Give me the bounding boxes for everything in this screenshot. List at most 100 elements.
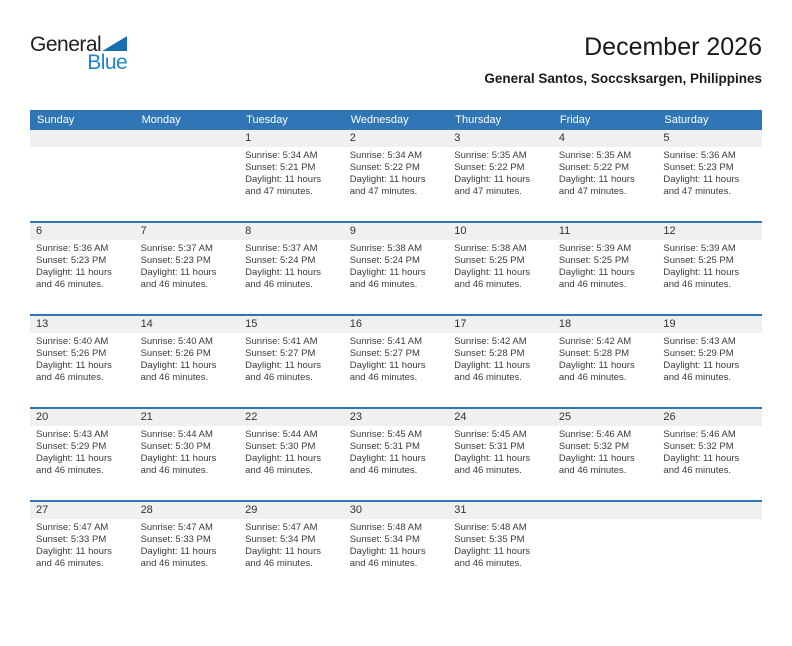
daylight-text: Daylight: 11 hours and 46 minutes.	[558, 359, 635, 383]
sunset-text: Sunset: 5:23 PM	[663, 161, 734, 173]
day-details: Sunrise: 5:47 AM Sunset: 5:34 PM Dayligh…	[239, 519, 344, 570]
sunrise-text: Sunrise: 5:47 AM	[36, 522, 109, 533]
day-number: 13	[30, 316, 135, 333]
daylight-text: Daylight: 11 hours and 46 minutes.	[454, 359, 531, 383]
daylight-text: Daylight: 11 hours and 46 minutes.	[140, 359, 217, 383]
day-details: Sunrise: 5:41 AM Sunset: 5:27 PM Dayligh…	[344, 333, 449, 384]
day-cell-25: 25 Sunrise: 5:46 AM Sunset: 5:32 PM Dayl…	[552, 409, 658, 500]
week-row: 1 Sunrise: 5:34 AM Sunset: 5:21 PM Dayli…	[30, 130, 762, 221]
sunset-text: Sunset: 5:26 PM	[36, 347, 107, 359]
calendar-grid: Sunday Monday Tuesday Wednesday Thursday Frid…	[30, 110, 762, 593]
sunrise-text: Sunrise: 5:38 AM	[349, 243, 423, 254]
day-number	[30, 130, 135, 147]
day-details: Sunrise: 5:39 AM Sunset: 5:25 PM Dayligh…	[553, 240, 658, 291]
day-number: 8	[239, 223, 344, 240]
page-title: December 2026	[584, 33, 762, 61]
day-cell-20: 20 Sunrise: 5:43 AM Sunset: 5:29 PM Dayl…	[30, 409, 135, 500]
sunset-text: Sunset: 5:34 PM	[349, 533, 420, 545]
sunset-text: Sunset: 5:22 PM	[558, 161, 630, 173]
day-cell-empty	[30, 130, 135, 221]
day-number: 7	[134, 223, 240, 240]
daylight-text: Daylight: 11 hours and 46 minutes.	[140, 266, 217, 290]
daylight-text: Daylight: 11 hours and 47 minutes.	[558, 173, 635, 197]
day-details: Sunrise: 5:36 AM Sunset: 5:23 PM Dayligh…	[30, 240, 135, 291]
day-cell-10: 10 Sunrise: 5:38 AM Sunset: 5:25 PM Dayl…	[448, 223, 553, 314]
sunrise-text: Sunrise: 5:36 AM	[36, 243, 109, 254]
day-cell-3: 3 Sunrise: 5:35 AM Sunset: 5:22 PM Dayli…	[448, 130, 553, 221]
day-details	[30, 147, 135, 150]
day-details: Sunrise: 5:40 AM Sunset: 5:26 PM Dayligh…	[30, 333, 135, 384]
weekday-header-row: Sunday Monday Tuesday Wednesday Thursday Frid…	[30, 110, 762, 130]
day-details: Sunrise: 5:40 AM Sunset: 5:26 PM Dayligh…	[135, 333, 240, 384]
day-details: Sunrise: 5:35 AM Sunset: 5:22 PM Dayligh…	[448, 147, 553, 198]
weekday-header-tuesday: Tuesday	[246, 114, 288, 126]
day-cell-14: 14 Sunrise: 5:40 AM Sunset: 5:26 PM Dayl…	[134, 316, 240, 407]
day-cell-empty	[552, 502, 658, 593]
day-cell-6: 6 Sunrise: 5:36 AM Sunset: 5:23 PM Dayli…	[30, 223, 135, 314]
sunset-text: Sunset: 5:33 PM	[140, 533, 211, 545]
sunrise-text: Sunrise: 5:34 AM	[245, 150, 318, 161]
day-details: Sunrise: 5:47 AM Sunset: 5:33 PM Dayligh…	[30, 519, 135, 570]
sunset-text: Sunset: 5:25 PM	[663, 254, 734, 266]
sunrise-text: Sunrise: 5:43 AM	[663, 336, 736, 347]
day-number: 5	[657, 130, 762, 147]
day-cell-31: 31 Sunrise: 5:48 AM Sunset: 5:35 PM Dayl…	[448, 502, 553, 593]
day-number: 21	[134, 409, 240, 426]
sunrise-text: Sunrise: 5:34 AM	[349, 150, 423, 161]
sunrise-text: Sunrise: 5:45 AM	[349, 429, 423, 440]
day-cell-empty	[134, 130, 240, 221]
day-cell-2: 2 Sunrise: 5:34 AM Sunset: 5:22 PM Dayli…	[343, 130, 449, 221]
week-row: 13 Sunrise: 5:40 AM Sunset: 5:26 PM Dayl…	[30, 314, 762, 407]
logo-word-general: General	[30, 34, 128, 55]
day-cell-13: 13 Sunrise: 5:40 AM Sunset: 5:26 PM Dayl…	[30, 316, 135, 407]
day-cell-11: 11 Sunrise: 5:39 AM Sunset: 5:25 PM Dayl…	[552, 223, 658, 314]
logo-text-blue: Blue	[87, 51, 128, 74]
day-number: 30	[343, 502, 449, 519]
day-cell-8: 8 Sunrise: 5:37 AM Sunset: 5:24 PM Dayli…	[239, 223, 344, 314]
day-cell-7: 7 Sunrise: 5:37 AM Sunset: 5:23 PM Dayli…	[134, 223, 240, 314]
day-details	[553, 519, 658, 522]
weekday-header-thursday: Thursday	[455, 114, 502, 126]
day-cell-30: 30 Sunrise: 5:48 AM Sunset: 5:34 PM Dayl…	[343, 502, 449, 593]
sunrise-text: Sunrise: 5:43 AM	[36, 429, 109, 440]
title-block: December 2026 General Santos, Soccsksarg…	[484, 33, 762, 85]
sunset-text: Sunset: 5:23 PM	[140, 254, 211, 266]
daylight-text: Daylight: 11 hours and 46 minutes.	[36, 452, 112, 476]
day-details: Sunrise: 5:46 AM Sunset: 5:32 PM Dayligh…	[657, 426, 762, 477]
sunrise-text: Sunrise: 5:47 AM	[140, 522, 213, 533]
day-number: 14	[134, 316, 240, 333]
sunset-text: Sunset: 5:22 PM	[454, 161, 525, 173]
day-details: Sunrise: 5:44 AM Sunset: 5:30 PM Dayligh…	[239, 426, 344, 477]
day-cell-4: 4 Sunrise: 5:35 AM Sunset: 5:22 PM Dayli…	[552, 130, 658, 221]
sunrise-text: Sunrise: 5:42 AM	[558, 336, 632, 347]
sunrise-text: Sunrise: 5:39 AM	[558, 243, 632, 254]
day-cell-empty	[657, 502, 762, 593]
day-details: Sunrise: 5:34 AM Sunset: 5:21 PM Dayligh…	[239, 147, 344, 198]
day-details: Sunrise: 5:45 AM Sunset: 5:31 PM Dayligh…	[344, 426, 449, 477]
daylight-text: Daylight: 11 hours and 46 minutes.	[245, 452, 322, 476]
day-number: 10	[448, 223, 553, 240]
daylight-text: Daylight: 11 hours and 46 minutes.	[245, 545, 322, 569]
day-details: Sunrise: 5:43 AM Sunset: 5:29 PM Dayligh…	[30, 426, 135, 477]
sunset-text: Sunset: 5:29 PM	[663, 347, 734, 359]
day-cell-1: 1 Sunrise: 5:34 AM Sunset: 5:21 PM Dayli…	[239, 130, 344, 221]
day-cell-5: 5 Sunrise: 5:36 AM Sunset: 5:23 PM Dayli…	[657, 130, 762, 221]
day-number: 26	[657, 409, 762, 426]
day-cell-24: 24 Sunrise: 5:45 AM Sunset: 5:31 PM Dayl…	[448, 409, 553, 500]
day-cell-9: 9 Sunrise: 5:38 AM Sunset: 5:24 PM Dayli…	[343, 223, 449, 314]
day-cell-21: 21 Sunrise: 5:44 AM Sunset: 5:30 PM Dayl…	[134, 409, 240, 500]
sunrise-text: Sunrise: 5:35 AM	[558, 150, 632, 161]
weekday-header-saturday: Saturday	[664, 114, 709, 126]
day-number: 24	[448, 409, 553, 426]
daylight-text: Daylight: 11 hours and 47 minutes.	[663, 173, 740, 197]
weekday-header-sunday: Sunday	[37, 114, 75, 126]
sunset-text: Sunset: 5:31 PM	[349, 440, 420, 452]
day-details: Sunrise: 5:37 AM Sunset: 5:24 PM Dayligh…	[239, 240, 344, 291]
daylight-text: Daylight: 11 hours and 46 minutes.	[36, 545, 112, 569]
day-number: 11	[552, 223, 658, 240]
sunset-text: Sunset: 5:30 PM	[140, 440, 211, 452]
sunrise-text: Sunrise: 5:41 AM	[245, 336, 318, 347]
sunset-text: Sunset: 5:22 PM	[349, 161, 420, 173]
day-details: Sunrise: 5:48 AM Sunset: 5:34 PM Dayligh…	[344, 519, 449, 570]
daylight-text: Daylight: 11 hours and 46 minutes.	[245, 359, 322, 383]
